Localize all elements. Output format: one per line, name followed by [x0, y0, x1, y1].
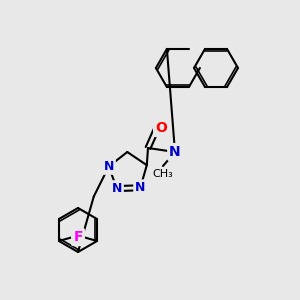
Text: N: N	[112, 182, 122, 195]
Text: F: F	[73, 230, 83, 244]
Text: O: O	[155, 121, 167, 135]
Text: F: F	[73, 230, 83, 244]
Text: N: N	[103, 160, 114, 173]
Text: N: N	[135, 181, 146, 194]
Text: CH₃: CH₃	[153, 169, 173, 179]
Text: N: N	[169, 145, 181, 159]
